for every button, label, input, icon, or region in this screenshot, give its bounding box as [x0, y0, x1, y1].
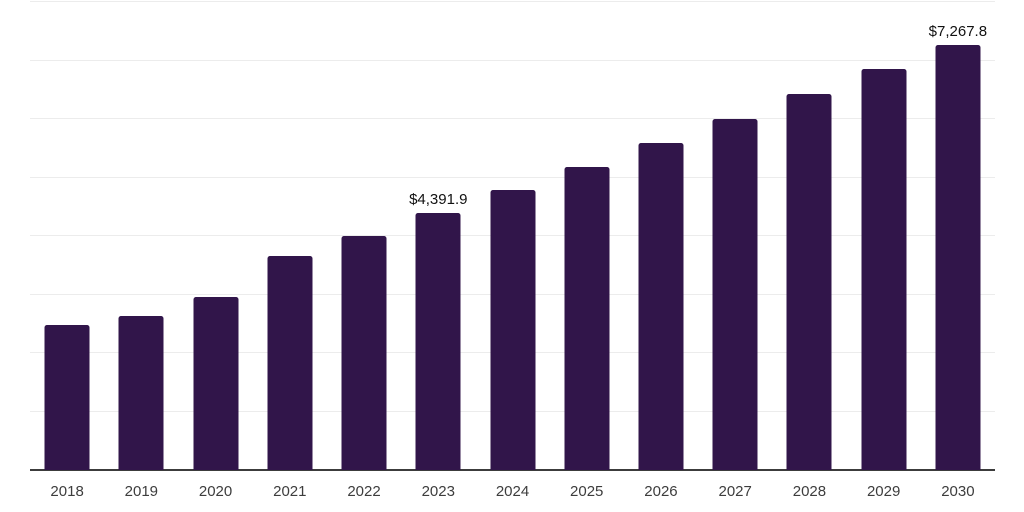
x-tick-label-2025: 2025: [570, 483, 604, 500]
gridline-5000: [30, 176, 995, 178]
bar-2030: [935, 44, 981, 470]
bar-2020: [193, 296, 239, 470]
bar-2026: [638, 142, 684, 470]
x-tick-label-2023: 2023: [421, 483, 455, 500]
x-tick-label-2019: 2019: [124, 483, 159, 500]
x-tick-label-2021: 2021: [273, 483, 307, 500]
bar-2025: [564, 167, 610, 470]
bar-2028: [786, 93, 832, 470]
x-tick-label-2018: 2018: [50, 483, 84, 500]
bar-2027: [712, 119, 758, 470]
x-tick-label-2024: 2024: [495, 483, 530, 500]
x-axis-labels: 2018 2019 2020 2021 2022 2023 2024 2025 2026 2027…: [30, 481, 995, 505]
value-label-2030: $7,267.8: [928, 22, 988, 40]
gridline-8000: [30, 1, 995, 2]
bar-2021: [267, 256, 313, 470]
bar-2022: [341, 236, 387, 470]
bar-2029: [861, 68, 907, 470]
plot-area: $4,391.9 $7,267.8: [30, 1, 995, 471]
x-tick-label-2022: 2022: [347, 483, 381, 500]
bar-2018: [44, 325, 90, 470]
value-label-2023: $4,391.9: [409, 191, 468, 209]
bar-2023: [415, 213, 461, 470]
x-tick-label-2026: 2026: [644, 483, 678, 500]
x-tick-label-2030: 2030: [941, 483, 975, 500]
x-axis-line: [30, 469, 995, 471]
x-tick-label-2029: 2029: [866, 483, 901, 500]
gridline-7000: [30, 59, 995, 61]
x-tick-label-2020: 2020: [198, 483, 233, 500]
x-tick-label-2028: 2028: [792, 483, 827, 500]
bar-2024: [490, 190, 535, 470]
bar-2019: [118, 316, 164, 470]
x-tick-label-2027: 2027: [718, 483, 752, 500]
gridline-6000: [30, 118, 995, 119]
